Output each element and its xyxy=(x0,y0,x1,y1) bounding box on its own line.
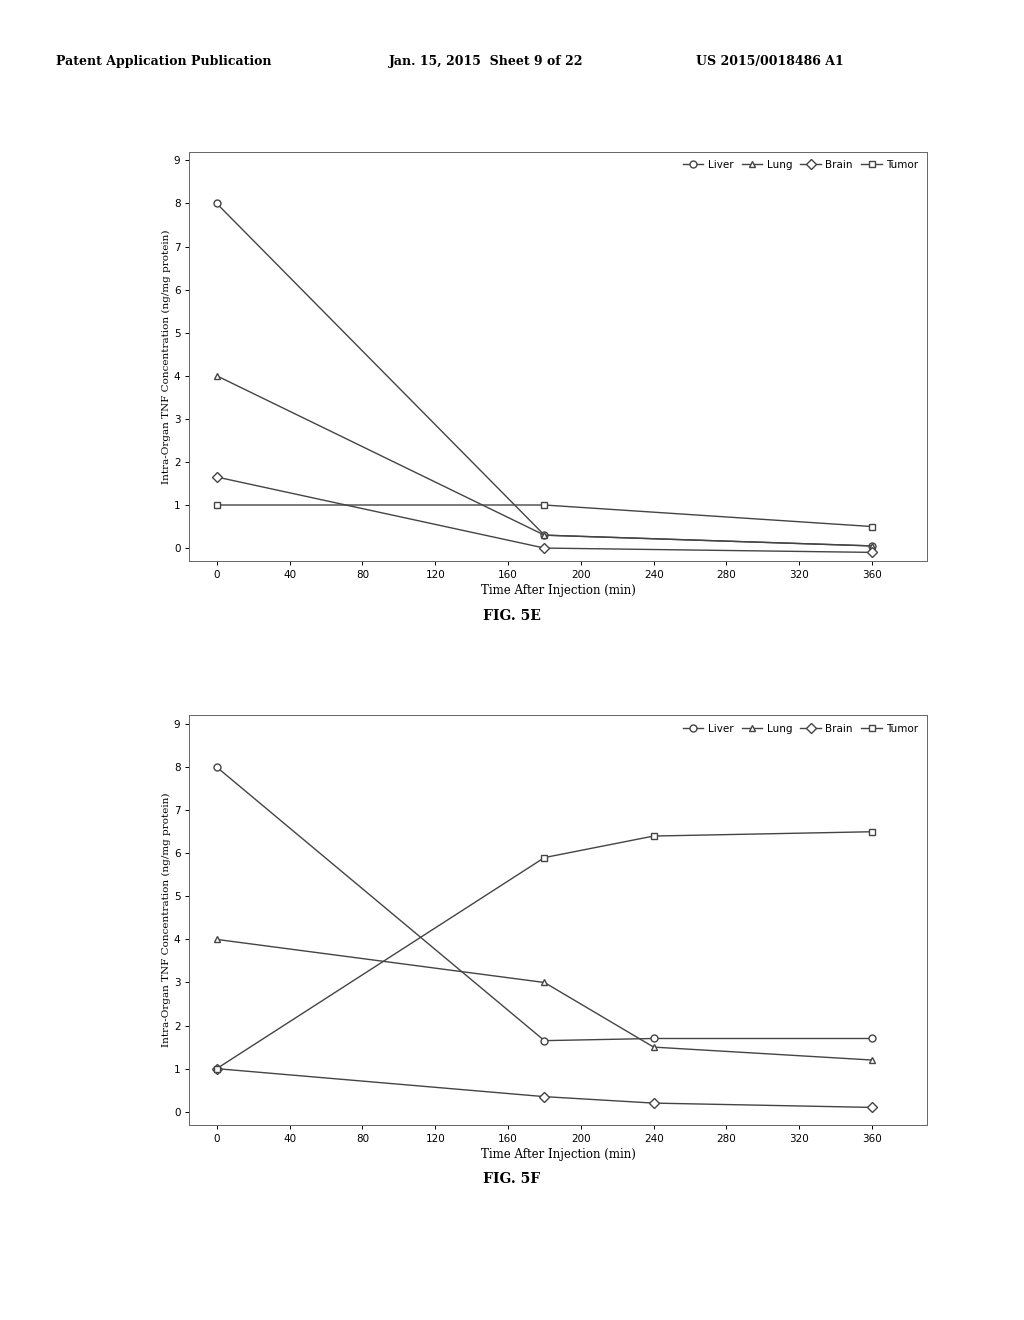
X-axis label: Time After Injection (min): Time After Injection (min) xyxy=(480,585,636,597)
Text: Patent Application Publication: Patent Application Publication xyxy=(56,55,271,69)
X-axis label: Time After Injection (min): Time After Injection (min) xyxy=(480,1148,636,1160)
Text: Jan. 15, 2015  Sheet 9 of 22: Jan. 15, 2015 Sheet 9 of 22 xyxy=(389,55,584,69)
Legend: Liver, Lung, Brain, Tumor: Liver, Lung, Brain, Tumor xyxy=(680,157,922,173)
Text: FIG. 5E: FIG. 5E xyxy=(483,610,541,623)
Legend: Liver, Lung, Brain, Tumor: Liver, Lung, Brain, Tumor xyxy=(680,721,922,737)
Y-axis label: Intra-Organ TNF Concentration (ng/mg protein): Intra-Organ TNF Concentration (ng/mg pro… xyxy=(162,230,171,483)
Text: US 2015/0018486 A1: US 2015/0018486 A1 xyxy=(696,55,844,69)
Y-axis label: Intra-Organ TNF Concentration (ng/mg protein): Intra-Organ TNF Concentration (ng/mg pro… xyxy=(162,793,171,1047)
Text: FIG. 5F: FIG. 5F xyxy=(483,1172,541,1185)
